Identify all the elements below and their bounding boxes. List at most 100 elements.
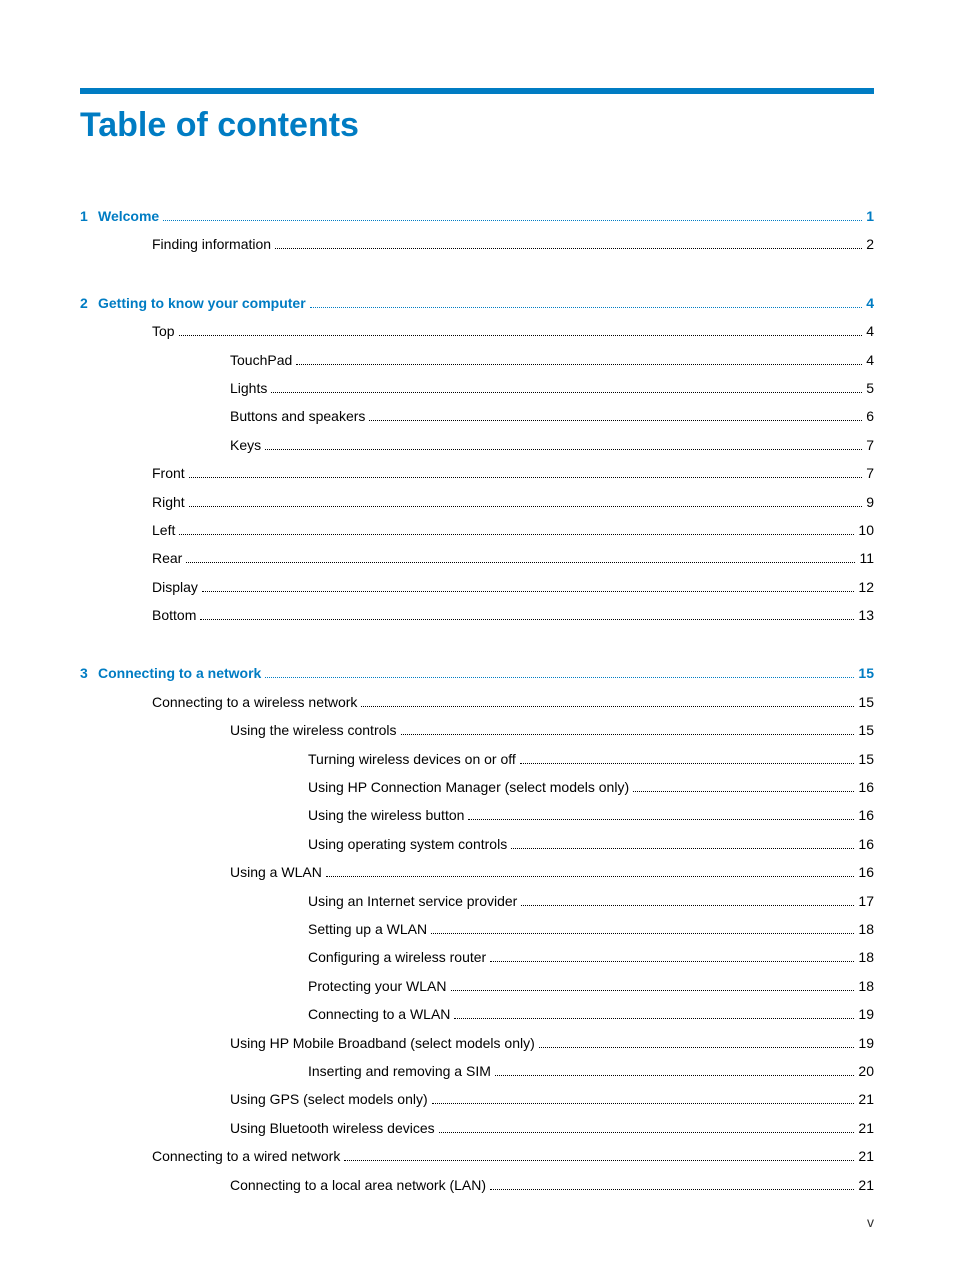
toc-entry-page: 21	[858, 1088, 874, 1110]
toc-entry-page: 12	[858, 576, 874, 598]
toc-entry-row[interactable]: Connecting to a local area network (LAN)…	[80, 1174, 874, 1196]
toc-entry-row[interactable]: Display 12	[80, 576, 874, 598]
toc-chapter-title: Connecting to a network	[98, 662, 261, 684]
toc-entry-page: 18	[858, 946, 874, 968]
toc-entry-page: 16	[858, 833, 874, 855]
toc-entry-page: 9	[866, 491, 874, 513]
toc-entry-page: 5	[866, 377, 874, 399]
toc-entry-row[interactable]: Connecting to a WLAN 19	[80, 1003, 874, 1025]
toc-entry-page: 2	[866, 233, 874, 255]
toc-leader-dots	[451, 990, 855, 991]
toc-entry-label: Using Bluetooth wireless devices	[230, 1117, 435, 1139]
toc-entry-label: Using the wireless controls	[230, 719, 397, 741]
toc-chapter-row[interactable]: 1 Welcome 1	[80, 205, 874, 227]
toc-entry-row[interactable]: Buttons and speakers 6	[80, 405, 874, 427]
toc-leader-dots	[186, 562, 855, 563]
toc-chapter-number: 2	[80, 292, 98, 314]
toc-entry-label: Using a WLAN	[230, 861, 322, 883]
toc-entry-row[interactable]: Inserting and removing a SIM 20	[80, 1060, 874, 1082]
toc-chapter-title: Welcome	[98, 205, 159, 227]
toc-leader-dots	[401, 734, 855, 735]
toc-leader-dots	[265, 449, 862, 450]
toc-entry-row[interactable]: TouchPad 4	[80, 349, 874, 371]
toc-entry-label: Connecting to a wired network	[152, 1145, 340, 1167]
toc-entry-label: Using GPS (select models only)	[230, 1088, 428, 1110]
toc-leader-dots	[202, 591, 855, 592]
toc-entry-page: 19	[858, 1003, 874, 1025]
toc-entry-label: Lights	[230, 377, 267, 399]
toc-entry-row[interactable]: Using the wireless button 16	[80, 804, 874, 826]
toc-entry-row[interactable]: Using the wireless controls 15	[80, 719, 874, 741]
toc-entry-label: Left	[152, 519, 175, 541]
toc-entry-label: Using operating system controls	[308, 833, 507, 855]
toc-leader-dots	[361, 706, 854, 707]
toc-entry-row[interactable]: Keys 7	[80, 434, 874, 456]
toc-entry-row[interactable]: Lights 5	[80, 377, 874, 399]
toc-leader-dots	[310, 307, 863, 308]
toc-leader-dots	[271, 392, 862, 393]
toc-entry-row[interactable]: Finding information 2	[80, 233, 874, 255]
toc-leader-dots	[490, 961, 854, 962]
toc-section: 1 Welcome 1 Finding information 2	[80, 205, 874, 256]
toc-entry-page: 13	[858, 604, 874, 626]
toc-entry-row[interactable]: Using HP Mobile Broadband (select models…	[80, 1032, 874, 1054]
toc-entry-page: 15	[858, 748, 874, 770]
toc-entry-row[interactable]: Connecting to a wired network 21	[80, 1145, 874, 1167]
toc-leader-dots	[432, 1103, 855, 1104]
toc-chapter-row[interactable]: 3 Connecting to a network 15	[80, 662, 874, 684]
toc-entry-label: Keys	[230, 434, 261, 456]
toc-entry-row[interactable]: Using GPS (select models only) 21	[80, 1088, 874, 1110]
toc-entry-row[interactable]: Bottom 13	[80, 604, 874, 626]
toc-entry-label: Using an Internet service provider	[308, 890, 517, 912]
toc-leader-dots	[511, 848, 854, 849]
toc-leader-dots	[163, 220, 862, 221]
toc-entry-page: 21	[858, 1174, 874, 1196]
toc-entry-page: 21	[858, 1145, 874, 1167]
toc-entry-page: 10	[858, 519, 874, 541]
toc-entry-row[interactable]: Front 7	[80, 462, 874, 484]
toc-entry-page: 16	[858, 776, 874, 798]
toc-entry-label: Connecting to a local area network (LAN)	[230, 1174, 486, 1196]
title-rule	[80, 88, 874, 94]
toc-entry-page: 15	[858, 719, 874, 741]
toc-entry-row[interactable]: Right 9	[80, 491, 874, 513]
toc-leader-dots	[431, 933, 854, 934]
toc-entry-row[interactable]: Connecting to a wireless network 15	[80, 691, 874, 713]
toc-entry-row[interactable]: Rear 11	[80, 547, 874, 569]
toc-entry-row[interactable]: Using Bluetooth wireless devices 21	[80, 1117, 874, 1139]
toc-leader-dots	[189, 506, 863, 507]
toc-entry-row[interactable]: Configuring a wireless router 18	[80, 946, 874, 968]
toc-leader-dots	[275, 248, 862, 249]
toc-entry-row[interactable]: Using a WLAN 16	[80, 861, 874, 883]
toc-section: 3 Connecting to a network 15Connecting t…	[80, 662, 874, 1195]
toc-leader-dots	[490, 1189, 854, 1190]
page-number: v	[867, 1214, 874, 1230]
toc-chapter-title: Getting to know your computer	[98, 292, 306, 314]
toc-entry-row[interactable]: Setting up a WLAN 18	[80, 918, 874, 940]
toc-section: 2 Getting to know your computer 4 Top 4 To…	[80, 292, 874, 627]
toc-entry-label: Bottom	[152, 604, 196, 626]
toc-entry-row[interactable]: Using an Internet service provider 17	[80, 890, 874, 912]
toc-entry-label: TouchPad	[230, 349, 292, 371]
toc-chapter-page: 15	[858, 662, 874, 684]
toc-entry-label: Display	[152, 576, 198, 598]
toc-entry-label: Connecting to a WLAN	[308, 1003, 450, 1025]
toc-entry-page: 16	[858, 861, 874, 883]
toc-leader-dots	[179, 335, 863, 336]
toc-leader-dots	[369, 420, 862, 421]
toc-entry-page: 18	[858, 918, 874, 940]
toc-entry-label: Connecting to a wireless network	[152, 691, 357, 713]
toc-chapter-row[interactable]: 2 Getting to know your computer 4	[80, 292, 874, 314]
toc-leader-dots	[520, 763, 855, 764]
toc-entry-row[interactable]: Left 10	[80, 519, 874, 541]
toc-entry-label: Right	[152, 491, 185, 513]
toc-entry-row[interactable]: Using operating system controls 16	[80, 833, 874, 855]
toc-entry-row[interactable]: Turning wireless devices on or off 15	[80, 748, 874, 770]
toc-entry-row[interactable]: Top 4	[80, 320, 874, 342]
toc-leader-dots	[200, 619, 854, 620]
toc-leader-dots	[344, 1160, 854, 1161]
toc-entry-label: Setting up a WLAN	[308, 918, 427, 940]
toc-entry-row[interactable]: Using HP Connection Manager (select mode…	[80, 776, 874, 798]
toc-entry-page: 15	[858, 691, 874, 713]
toc-entry-row[interactable]: Protecting your WLAN 18	[80, 975, 874, 997]
